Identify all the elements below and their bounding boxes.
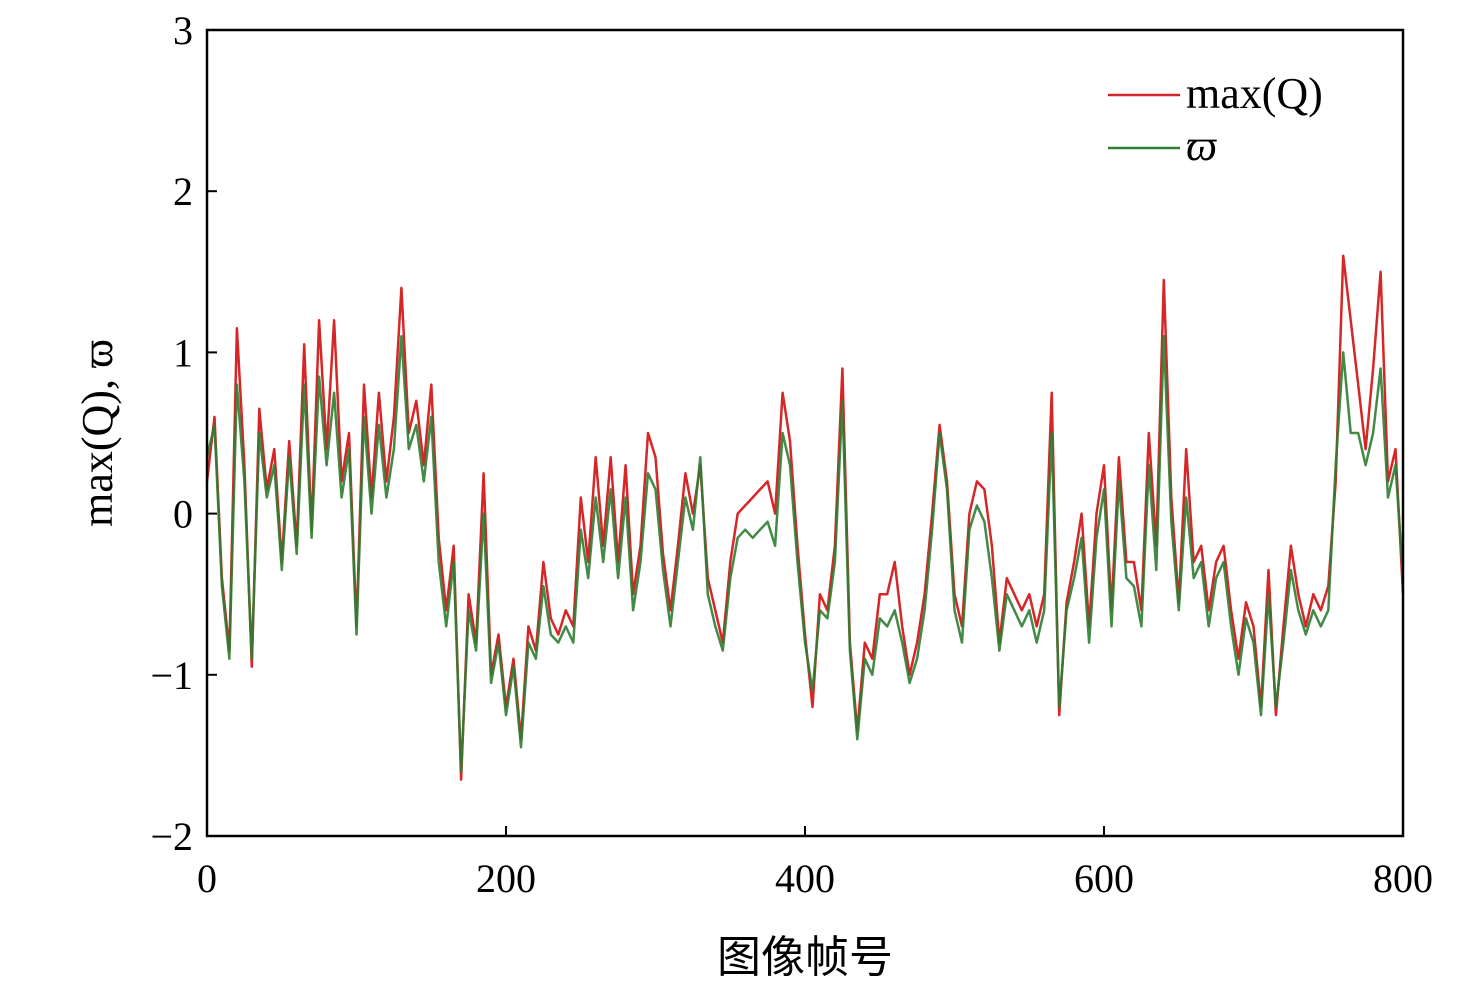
y-tick-label: 2: [173, 169, 193, 214]
series-line-1: [205, 335, 1405, 773]
plot-frame: [205, 28, 1405, 838]
ticks-layer: 0 200 400 600 800 −2 −1 0 1 2 3: [150, 8, 1433, 901]
x-tick-label: 0: [197, 856, 217, 901]
y-tick-label: 0: [173, 492, 193, 537]
series-layer: [205, 254, 1405, 781]
x-tick-label: 800: [1373, 856, 1433, 901]
legend-label-varpi: ϖ: [1186, 121, 1217, 170]
x-tick-label: 400: [775, 856, 835, 901]
x-axis-label: 图像帧号: [717, 932, 893, 983]
y-axis-label: max(Q), ϖ: [73, 339, 122, 527]
y-tick-label: 3: [173, 8, 193, 53]
x-tick-label: 600: [1074, 856, 1134, 901]
legend: max(Q) ϖ: [1108, 69, 1323, 170]
x-tick-label: 200: [476, 856, 536, 901]
y-tick-label: −1: [150, 653, 193, 698]
series-line-0: [205, 254, 1405, 781]
legend-label-max-q: max(Q): [1186, 69, 1323, 118]
y-tick-label: 1: [173, 330, 193, 375]
y-tick-label: −2: [150, 814, 193, 859]
